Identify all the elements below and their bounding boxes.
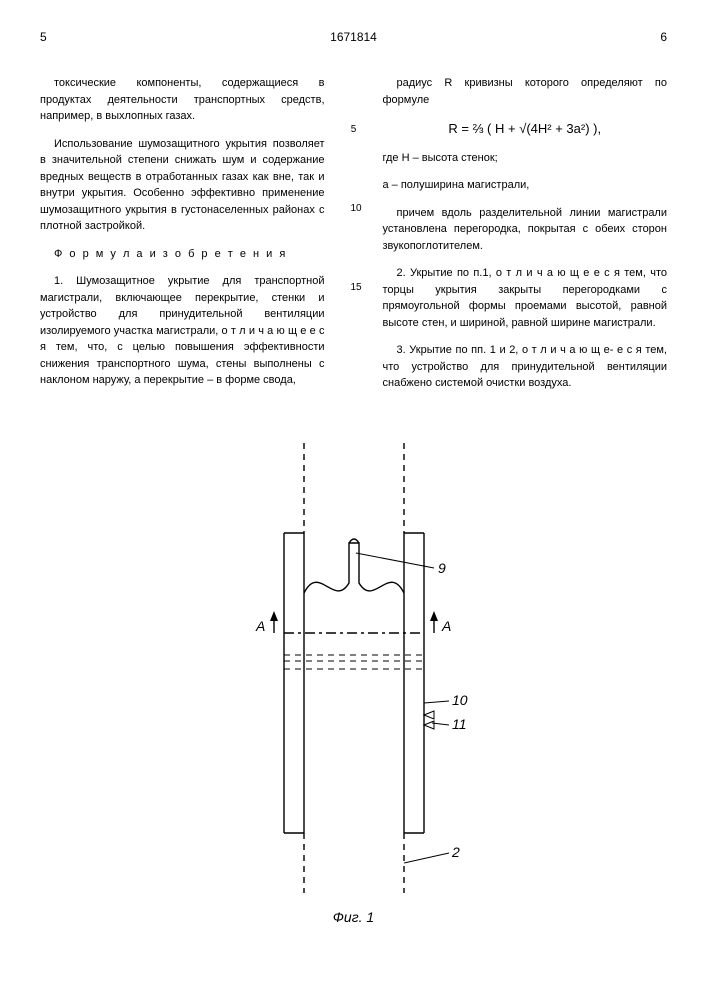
svg-text:A: A — [441, 618, 451, 634]
claim-paragraph: 2. Укрытие по п.1, о т л и ч а ю щ е е с… — [383, 265, 668, 331]
svg-text:2: 2 — [451, 844, 460, 860]
figure-1: A A 9 10 11 2 Фиг. 1 — [40, 433, 667, 925]
text-columns: токсические компоненты, содержащиеся в п… — [40, 64, 667, 403]
formula: R = ⅔ ( H + √(4H² + 3a²) ), — [383, 119, 668, 139]
claim-paragraph: 1. Шумозащитное укрытие для транспортной… — [40, 273, 325, 389]
where-line: где H – высота стенок; — [383, 150, 668, 167]
figure-caption: Фиг. 1 — [40, 909, 667, 925]
left-column: токсические компоненты, содержащиеся в п… — [40, 64, 325, 403]
svg-text:10: 10 — [452, 692, 468, 708]
line-number: 15 — [351, 280, 357, 295]
page-number-right: 6 — [660, 30, 667, 44]
svg-text:11: 11 — [452, 716, 467, 732]
line-number: 10 — [351, 201, 357, 216]
svg-text:9: 9 — [438, 560, 446, 576]
paragraph: токсические компоненты, содержащиеся в п… — [40, 75, 325, 125]
right-column: радиус R кривизны которого определяют по… — [383, 64, 668, 403]
claims-title: Ф о р м у л а и з о б р е т е н и я — [40, 246, 325, 263]
line-number-gutter: 5 10 15 — [345, 64, 363, 403]
page: 5 1671814 6 токсические компоненты, соде… — [0, 0, 707, 1000]
paragraph: радиус R кривизны которого определяют по… — [383, 75, 668, 108]
where-line: a – полуширина магистрали, — [383, 177, 668, 194]
paragraph: Использование шумозащитного укрытия позв… — [40, 136, 325, 235]
page-number-left: 5 — [40, 30, 47, 44]
paragraph: причем вдоль разделительной линии магист… — [383, 205, 668, 255]
svg-text:A: A — [255, 618, 265, 634]
line-number: 5 — [351, 122, 357, 137]
page-header: 5 1671814 6 — [40, 30, 667, 44]
claim-paragraph: 3. Укрытие по пп. 1 и 2, о т л и ч а ю щ… — [383, 342, 668, 392]
figure-svg: A A 9 10 11 2 — [204, 433, 504, 903]
document-number: 1671814 — [330, 30, 377, 44]
